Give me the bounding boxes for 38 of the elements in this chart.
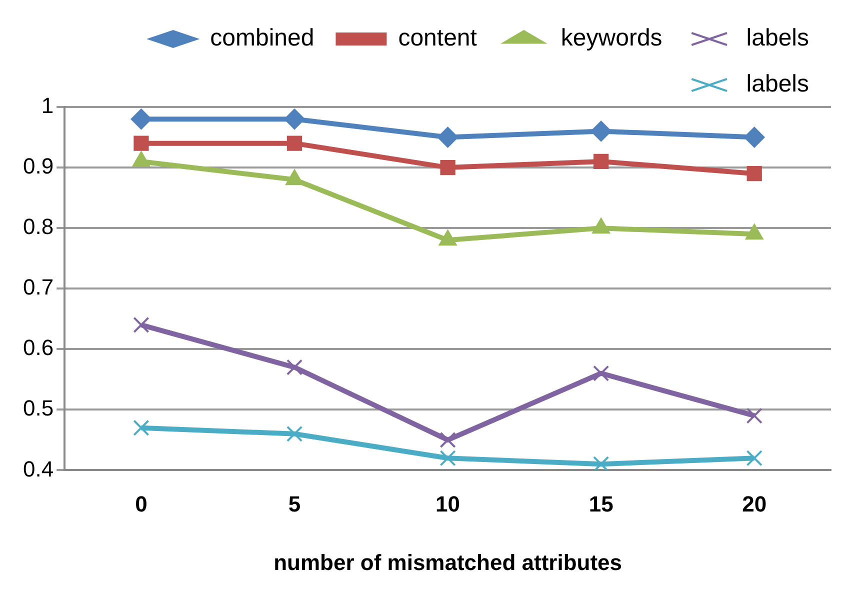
x-tick-label: 10 (436, 491, 460, 516)
point (437, 126, 458, 148)
legend-label: content (398, 24, 478, 52)
point (134, 136, 149, 151)
y-tick-label: 0.9 (22, 154, 54, 179)
point (593, 456, 610, 470)
x-axis-title: number of mismatched attributes (274, 550, 622, 575)
point (130, 108, 152, 130)
legend-label: labels (746, 24, 810, 52)
point (440, 450, 456, 466)
legend-label: labels (746, 70, 810, 98)
point (133, 316, 150, 333)
point (746, 408, 762, 424)
point (286, 426, 303, 442)
point (284, 108, 306, 130)
y-tick-label: 0.5 (22, 396, 54, 421)
point (594, 154, 609, 170)
x-tick-label: 5 (288, 491, 301, 516)
point (133, 420, 150, 436)
legend-label: combined (210, 24, 314, 52)
point (744, 126, 765, 148)
point (590, 120, 612, 142)
point (746, 450, 762, 466)
point (440, 432, 456, 448)
point (286, 136, 302, 151)
y-tick-label: 0.6 (22, 335, 54, 360)
legend-label: keywords (560, 24, 662, 52)
y-tick-label: 0.4 (22, 456, 54, 482)
y-tick-label: 0.7 (22, 274, 54, 300)
point (286, 359, 303, 376)
x-tick-label: 15 (588, 491, 614, 516)
y-tick-label: 1 (41, 93, 54, 118)
point (440, 160, 456, 176)
x-tick-label: 20 (742, 491, 767, 516)
x-tick-label: 0 (135, 491, 148, 516)
point (593, 365, 610, 382)
point (746, 166, 762, 182)
y-tick-label: 0.8 (22, 214, 54, 240)
